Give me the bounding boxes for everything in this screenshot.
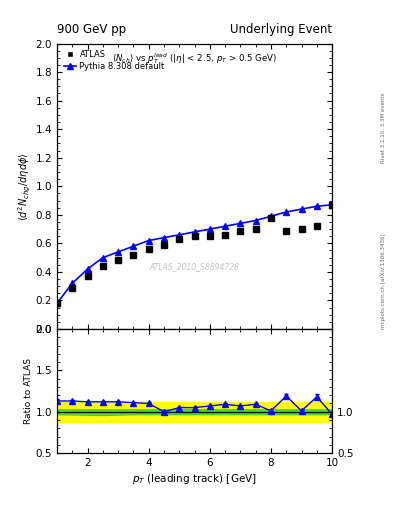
Text: Rivet 3.1.10, 3.3M events: Rivet 3.1.10, 3.3M events [381,93,386,163]
Legend: ATLAS, Pythia 8.308 default: ATLAS, Pythia 8.308 default [61,48,167,73]
X-axis label: $p_T$ (leading track) [GeV]: $p_T$ (leading track) [GeV] [132,472,257,486]
Text: Underlying Event: Underlying Event [230,23,332,36]
Y-axis label: $\langle d^2 N_{chg}/d\eta d\phi \rangle$: $\langle d^2 N_{chg}/d\eta d\phi \rangle… [17,152,33,221]
Text: 900 GeV pp: 900 GeV pp [57,23,126,36]
Text: ATLAS_2010_S8894728: ATLAS_2010_S8894728 [149,262,240,271]
Text: mcplots.cern.ch [arXiv:1306.3436]: mcplots.cern.ch [arXiv:1306.3436] [381,234,386,329]
Y-axis label: Ratio to ATLAS: Ratio to ATLAS [24,358,33,424]
Text: $\langle N_{ch}\rangle$ vs $p_T^{lead}$ ($|\eta|$ < 2.5, $p_T$ > 0.5 GeV): $\langle N_{ch}\rangle$ vs $p_T^{lead}$ … [112,51,277,66]
